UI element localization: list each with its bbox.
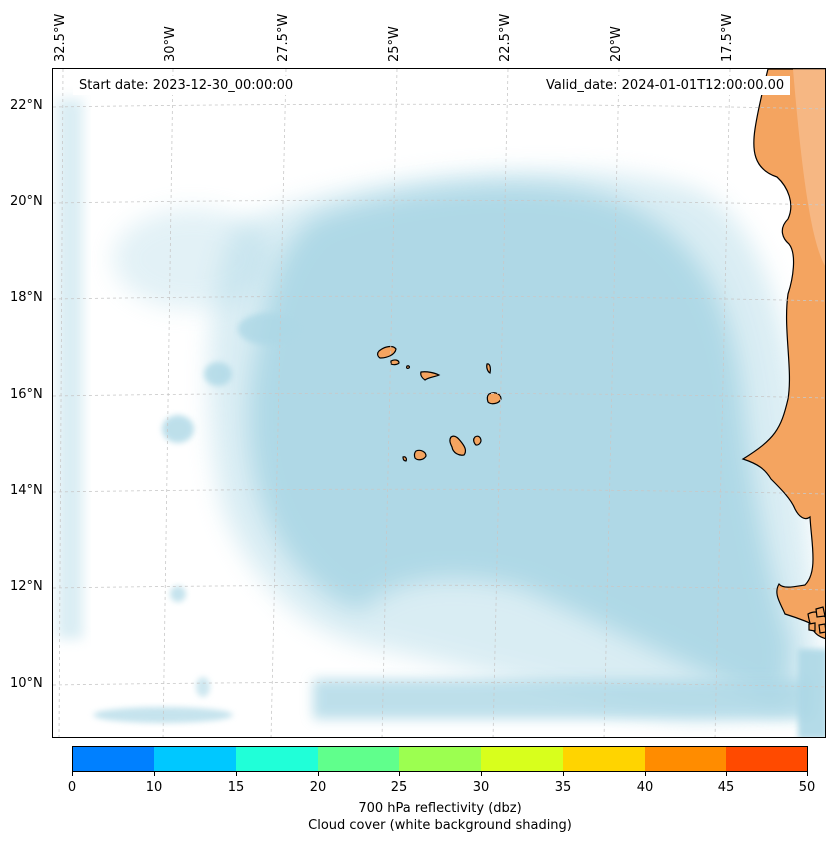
lat-label-12n: 12°N bbox=[10, 579, 43, 594]
colorbar-tick-label: 50 bbox=[798, 780, 816, 795]
colorbar-tick bbox=[726, 772, 727, 776]
island-sal bbox=[486, 363, 491, 374]
colorbar-segment-0-10 bbox=[72, 746, 154, 772]
parallel-18n bbox=[53, 295, 825, 302]
lon-label-30w: 30°W bbox=[163, 26, 178, 62]
cape-verde-islands bbox=[377, 345, 502, 462]
island-santa-luzia bbox=[406, 365, 410, 369]
lon-label-27-5w: 27.5°W bbox=[276, 13, 291, 62]
island-brava bbox=[402, 456, 407, 462]
cloud-patch-west bbox=[204, 362, 232, 386]
island-sao-nicolau bbox=[420, 371, 441, 381]
parallel-16n bbox=[53, 392, 825, 399]
colorbar-tick bbox=[318, 772, 319, 776]
lon-label-17-5w: 17.5°W bbox=[720, 13, 735, 62]
colorbar-segment-40-45 bbox=[645, 746, 726, 772]
lat-label-14n: 14°N bbox=[10, 483, 43, 498]
meridian-20w bbox=[603, 69, 620, 737]
colorbar-outline bbox=[72, 746, 808, 772]
bijagos-islands bbox=[808, 606, 825, 634]
colorbar-tick bbox=[645, 772, 646, 776]
colorbar-segment-10-15 bbox=[154, 746, 236, 772]
meridian-17-5w bbox=[714, 69, 731, 737]
cloud-band-south bbox=[313, 679, 813, 719]
lon-label-25w: 25°W bbox=[387, 26, 402, 62]
west-africa-coast-north bbox=[741, 69, 825, 630]
meridian-30w bbox=[162, 69, 174, 737]
meridian-25w bbox=[381, 69, 398, 737]
parallel-22n bbox=[53, 103, 825, 110]
graticule bbox=[53, 69, 825, 737]
colorbar-tick-label: 20 bbox=[309, 780, 327, 795]
colorbar-segment-35-40 bbox=[563, 746, 645, 772]
parallel-14n bbox=[53, 488, 825, 495]
island-santo-antao bbox=[377, 345, 397, 359]
meridian-27-5w bbox=[270, 69, 287, 737]
cloud-band-east bbox=[798, 649, 825, 737]
cloud-patch-west bbox=[162, 415, 194, 443]
colorbar-tick-label: 40 bbox=[636, 780, 654, 795]
parallel-20n bbox=[53, 199, 825, 206]
lat-label-16n: 16°N bbox=[10, 387, 43, 402]
island-fogo bbox=[413, 449, 427, 461]
cloud-patch-southwest bbox=[170, 586, 186, 602]
lon-label-22-5w: 22.5°W bbox=[498, 13, 513, 62]
colorbar-segment-20-25 bbox=[318, 746, 399, 772]
meridian-22-5w bbox=[492, 69, 509, 737]
island-santiago bbox=[449, 435, 467, 456]
colorbar-tick-label: 45 bbox=[717, 780, 735, 795]
colorbar-segment-45-50 bbox=[726, 746, 808, 772]
colorbar-tick-label: 0 bbox=[67, 780, 77, 795]
valid-date-label: Valid_date: 2024-01-01T12:00:00.00 bbox=[540, 76, 791, 95]
cloud-cover-layer bbox=[57, 99, 825, 737]
colorbar-tick bbox=[236, 772, 237, 776]
africa-landmass bbox=[741, 69, 825, 640]
parallel-10n bbox=[53, 681, 825, 688]
lon-label-32-5w: 32.5°W bbox=[53, 13, 68, 62]
colorbar-tick-label: 10 bbox=[145, 780, 163, 795]
map-canvas bbox=[53, 69, 825, 737]
cloud-cover-outer bbox=[209, 170, 818, 719]
meridian-32-5w bbox=[58, 69, 64, 737]
colorbar-tick-label: 30 bbox=[472, 780, 490, 795]
colorbar-segment-25-30 bbox=[399, 746, 481, 772]
island-sao-vicente bbox=[390, 359, 400, 366]
colorbar-segment-15-20 bbox=[236, 746, 318, 772]
colorbar-tick bbox=[807, 772, 808, 776]
colorbar-tick bbox=[72, 772, 73, 776]
cloud-patch-southwest bbox=[93, 707, 233, 723]
colorbar-label: 700 hPa reflectivity (dbz) bbox=[358, 801, 522, 816]
cloud-patch-southwest bbox=[196, 677, 210, 697]
island-maio bbox=[472, 435, 482, 446]
start-date-label: Start date: 2023-12-30_00:00:00 bbox=[73, 76, 300, 95]
lat-label-22n: 22°N bbox=[10, 98, 43, 113]
colorbar-tick bbox=[399, 772, 400, 776]
cloud-patch-northwest bbox=[113, 209, 273, 309]
parallel-12n bbox=[53, 584, 825, 591]
lat-label-18n: 18°N bbox=[10, 290, 43, 305]
west-africa-coast-south-gradient bbox=[793, 69, 825, 266]
colorbar-tick-label: 35 bbox=[554, 780, 572, 795]
lat-label-20n: 20°N bbox=[10, 194, 43, 209]
colorbar-tick bbox=[481, 772, 482, 776]
colorbar-segment-30-35 bbox=[481, 746, 563, 772]
colorbar-tick-label: 25 bbox=[390, 780, 408, 795]
cloud-patch-west bbox=[238, 313, 298, 345]
colorbar-tick-label: 15 bbox=[227, 780, 245, 795]
lon-label-20w: 20°W bbox=[609, 26, 624, 62]
lat-label-10n: 10°N bbox=[10, 676, 43, 691]
map-panel[interactable] bbox=[52, 68, 826, 738]
island-boa-vista bbox=[486, 392, 502, 405]
colorbar-tick bbox=[563, 772, 564, 776]
colorbar-sublabel: Cloud cover (white background shading) bbox=[308, 818, 572, 833]
colorbar-tick bbox=[154, 772, 155, 776]
